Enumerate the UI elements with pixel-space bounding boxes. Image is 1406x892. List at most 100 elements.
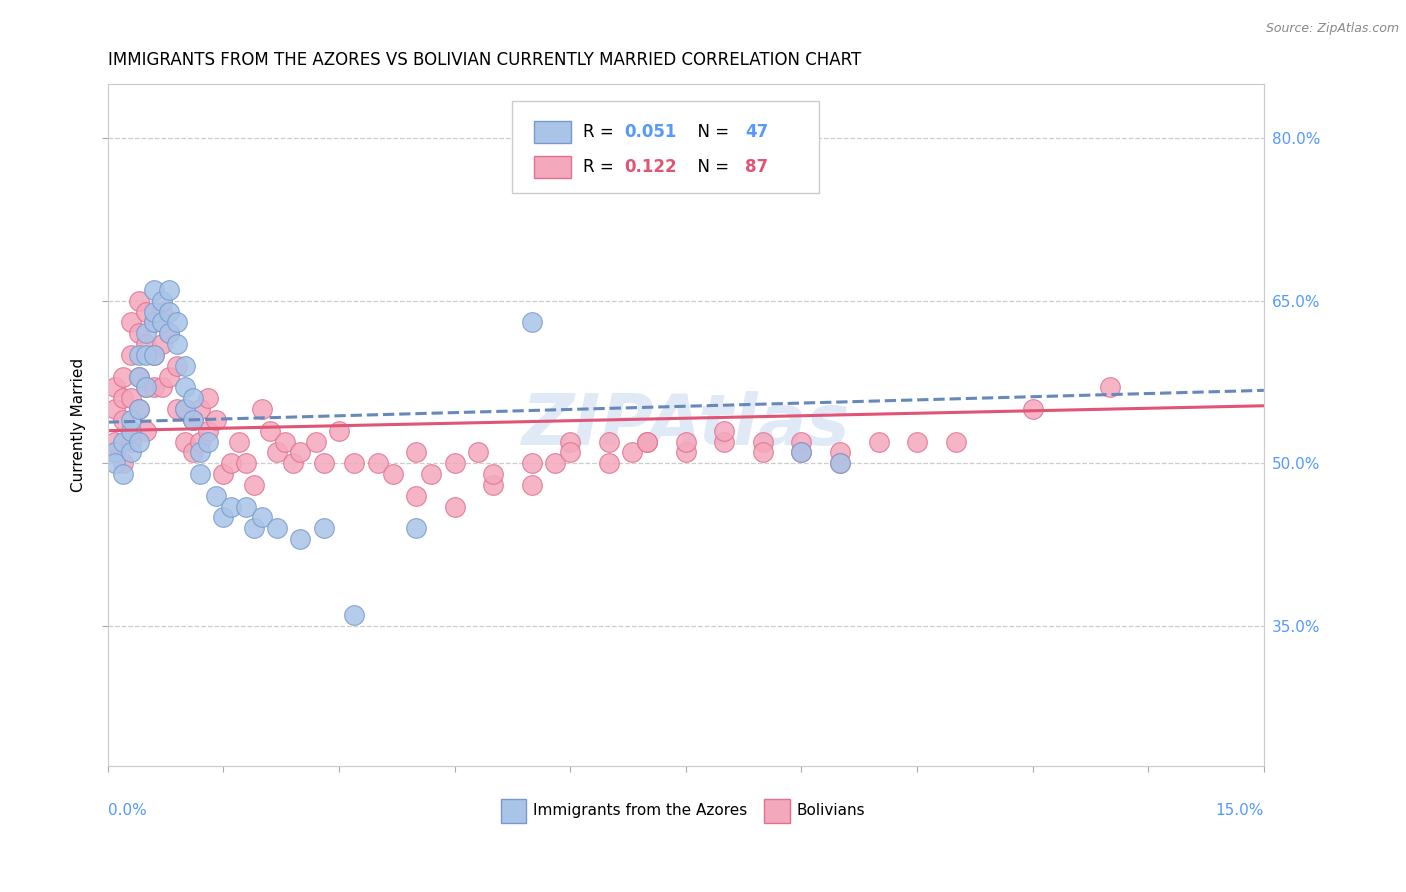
Point [128,293,150,308]
Point [482,478,505,492]
Point [520,478,543,492]
Point [405,445,427,459]
Text: 87: 87 [745,159,768,177]
Point [150,337,173,351]
Point [328,424,350,438]
Point [290,532,312,546]
Point [828,456,851,470]
Point [173,359,195,373]
Point [120,413,142,427]
Point [219,500,242,514]
Point [405,521,427,535]
Point [135,304,157,318]
Point [828,456,851,470]
Point [143,348,166,362]
Point [343,456,366,470]
Point [197,434,219,449]
FancyBboxPatch shape [501,798,526,823]
Point [281,456,304,470]
Point [135,380,157,394]
Point [266,521,288,535]
Point [128,369,150,384]
Point [204,489,226,503]
Point [636,434,658,449]
Text: 47: 47 [745,123,768,141]
Point [250,402,273,417]
Point [443,456,465,470]
Point [235,456,257,470]
Point [905,434,928,449]
Point [120,445,142,459]
Point [173,402,195,417]
Point [159,304,181,318]
Point [243,478,266,492]
Point [274,434,297,449]
Text: 15.0%: 15.0% [1216,804,1264,818]
Point [173,380,195,394]
Point [312,521,335,535]
Point [181,445,204,459]
Point [828,445,851,459]
Text: N =: N = [688,159,734,177]
Point [143,380,166,394]
Point [259,424,281,438]
Point [181,391,204,405]
Point [266,445,288,459]
Point [560,445,582,459]
Point [620,445,643,459]
Point [305,434,328,449]
FancyBboxPatch shape [765,798,790,823]
Point [120,391,142,405]
Point [104,445,127,459]
Point [188,467,211,481]
Point [104,434,127,449]
Point [159,326,181,341]
Point [181,413,204,427]
Point [181,413,204,427]
Point [135,348,157,362]
Point [467,445,489,459]
Point [420,467,443,481]
Point [675,445,697,459]
Point [713,424,735,438]
Text: 0.122: 0.122 [624,159,678,177]
Point [128,348,150,362]
Point [112,369,135,384]
Point [150,380,173,394]
Point [790,434,813,449]
Point [159,283,181,297]
Point [104,456,127,470]
Point [713,434,735,449]
Point [135,380,157,394]
Point [159,326,181,341]
Point [197,424,219,438]
Text: R =: R = [583,123,619,141]
Point [120,348,142,362]
Point [143,315,166,329]
Point [104,402,127,417]
Point [135,337,157,351]
Point [143,304,166,318]
Point [188,402,211,417]
Point [128,326,150,341]
Point [143,315,166,329]
Point [790,445,813,459]
FancyBboxPatch shape [534,121,571,143]
Point [112,434,135,449]
Text: Immigrants from the Azores: Immigrants from the Azores [533,804,748,818]
Text: 0.051: 0.051 [624,123,676,141]
Point [159,369,181,384]
Point [166,315,188,329]
Point [544,456,567,470]
Point [675,434,697,449]
Point [173,402,195,417]
Point [868,434,890,449]
Point [598,434,620,449]
Point [143,348,166,362]
Point [243,521,266,535]
Point [250,510,273,524]
Point [112,413,135,427]
Point [120,434,142,449]
Point [636,434,658,449]
Point [112,456,135,470]
